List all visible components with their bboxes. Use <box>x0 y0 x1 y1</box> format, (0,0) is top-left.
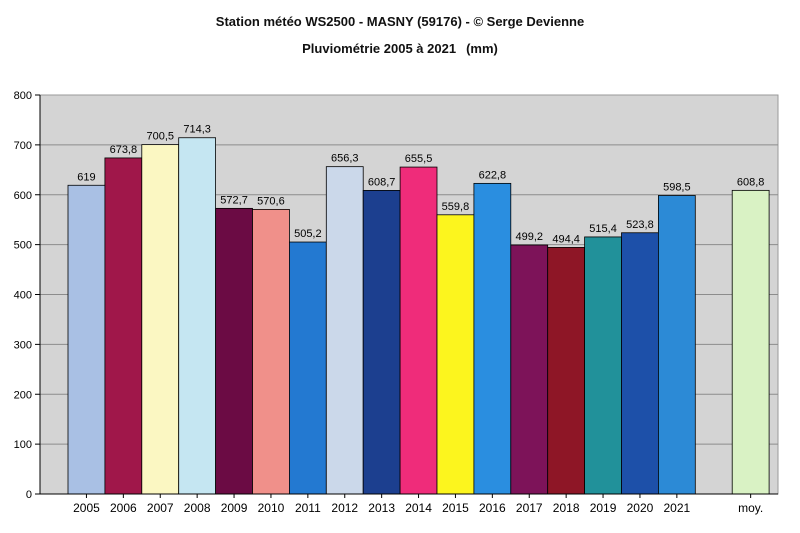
x-tick-label: 2014 <box>405 501 432 515</box>
bar-2011 <box>288 241 327 495</box>
bar-2015 <box>436 214 475 495</box>
value-label: 655,5 <box>405 153 433 165</box>
x-tick-label: 2012 <box>331 501 358 515</box>
value-label: 608,7 <box>368 176 396 188</box>
axes <box>35 94 778 498</box>
x-tick-label: 2019 <box>590 501 617 515</box>
labels: 0 100 200 300 400 500 600 700 800 619 2005 673,8 200… <box>14 90 765 515</box>
value-label: 572,7 <box>220 194 248 206</box>
x-tick-label: 2009 <box>221 501 248 515</box>
x-tick-label: 2010 <box>258 501 285 515</box>
y-tick-label: 500 <box>14 240 32 252</box>
y-tick-label: 400 <box>14 290 32 302</box>
value-label: 656,3 <box>331 153 359 165</box>
x-tick-label: 2005 <box>73 501 100 515</box>
y-tick-label: 700 <box>14 140 32 152</box>
x-tick-label: 2021 <box>663 501 690 515</box>
value-label: 673,8 <box>110 144 138 156</box>
bar-2013 <box>362 190 401 495</box>
bar-2017 <box>510 244 549 495</box>
unit-label: (mm) <box>466 41 498 56</box>
y-tick-label: 300 <box>14 339 32 351</box>
value-label: 714,3 <box>183 124 211 136</box>
value-label: 499,2 <box>515 231 543 243</box>
x-tick-label: moy. <box>738 501 763 515</box>
x-tick-label: 2011 <box>295 501 321 515</box>
bar-2020 <box>621 232 659 495</box>
bar-2007 <box>141 144 180 495</box>
value-label: 515,4 <box>589 223 617 235</box>
x-tick-label: 2013 <box>368 501 395 515</box>
value-label: 700,5 <box>146 131 174 143</box>
bars <box>67 137 770 495</box>
x-tick-label: 2007 <box>147 501 174 515</box>
value-label: 494,4 <box>552 233 580 245</box>
bar-2008 <box>178 137 216 495</box>
bar-2010 <box>252 209 290 495</box>
value-label: 559,8 <box>442 201 470 213</box>
bar-moy <box>731 189 770 495</box>
chart-subtitle: Pluviométrie 2005 à 2021 (mm) <box>0 41 800 56</box>
y-tick-label: 100 <box>14 439 32 451</box>
x-tick-label: 2018 <box>553 501 580 515</box>
chart-title: Station météo WS2500 - MASNY (59176) - ©… <box>215 14 585 29</box>
value-label: 598,5 <box>663 181 691 193</box>
value-label: 619 <box>77 171 95 183</box>
x-tick-label: 2020 <box>627 501 654 515</box>
bar-2006 <box>104 157 143 495</box>
value-label: 622,8 <box>479 169 507 181</box>
bar-2014 <box>399 166 438 495</box>
bar-2019 <box>584 236 622 495</box>
bar-2009 <box>215 207 253 495</box>
y-tick-label: 200 <box>14 389 32 401</box>
value-label: 608,8 <box>737 176 765 188</box>
x-tick-label: 2006 <box>110 501 137 515</box>
x-tick-label: 2008 <box>184 501 211 515</box>
y-tick-label: 600 <box>14 190 32 202</box>
x-tick-label: 2016 <box>479 501 506 515</box>
x-tick-label: 2015 <box>442 501 469 515</box>
y-tick-label: 0 <box>26 489 32 501</box>
bar-2005 <box>67 184 106 495</box>
bar-2018 <box>547 247 586 495</box>
bar-2012 <box>325 166 364 495</box>
bar-2016 <box>473 182 512 495</box>
value-label: 505,2 <box>294 228 322 240</box>
subtitle-text: Pluviométrie 2005 à 2021 <box>302 41 457 56</box>
x-tick-label: 2017 <box>516 501 543 515</box>
value-label: 570,6 <box>257 195 285 207</box>
bar-2021 <box>658 195 696 495</box>
value-label: 523,8 <box>626 219 654 231</box>
y-tick-label: 800 <box>14 90 32 102</box>
